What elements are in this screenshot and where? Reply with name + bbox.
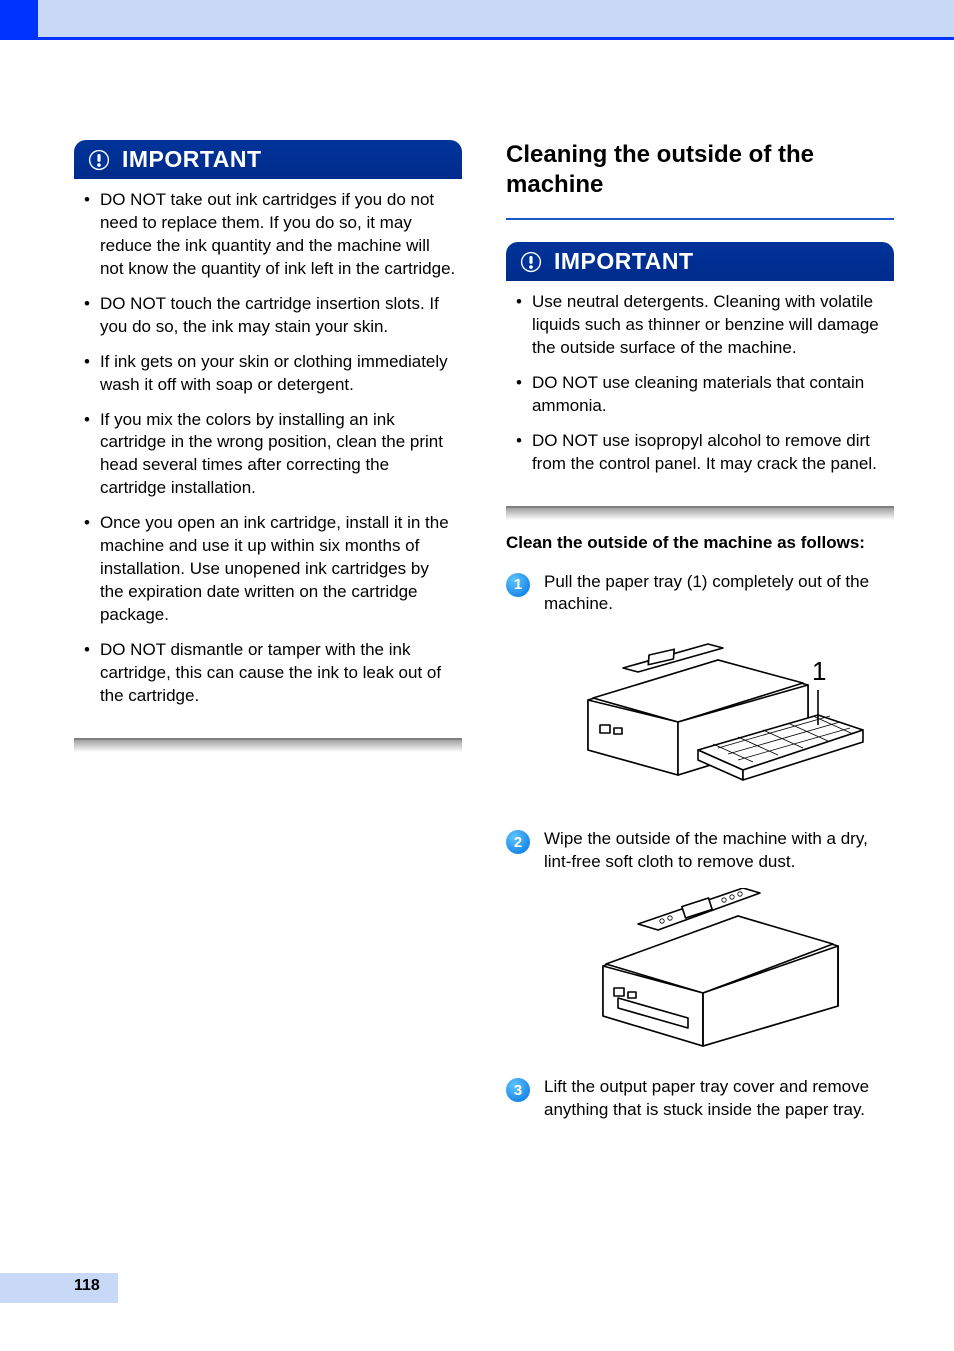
step-text: Pull the paper tray (1) completely out o… <box>544 571 894 617</box>
page-number: 118 <box>74 1277 100 1295</box>
bullet-icon: • <box>80 639 90 708</box>
bullet-icon: • <box>80 189 90 281</box>
bullet-text: Use neutral detergents. Cleaning with vo… <box>532 291 888 360</box>
step-item: 3 Lift the output paper tray cover and r… <box>506 1076 894 1122</box>
step-number-badge: 3 <box>506 1078 530 1102</box>
bullet-icon: • <box>512 291 522 360</box>
list-item: •If you mix the colors by installing an … <box>80 409 456 501</box>
step-number-badge: 1 <box>506 573 530 597</box>
step-text: Wipe the outside of the machine with a d… <box>544 828 894 874</box>
left-column: IMPORTANT •DO NOT take out ink cartridge… <box>74 140 462 1136</box>
section-divider <box>74 738 462 752</box>
title-underline <box>506 218 894 220</box>
step-text: Lift the output paper tray cover and rem… <box>544 1076 894 1122</box>
figure-callout-number: 1 <box>812 656 826 686</box>
header-tab-accent <box>0 0 38 40</box>
bullet-icon: • <box>512 430 522 476</box>
bullet-icon: • <box>80 512 90 627</box>
page-header <box>0 0 954 40</box>
important-icon <box>88 149 110 171</box>
page-content: IMPORTANT •DO NOT take out ink cartridge… <box>74 140 894 1136</box>
bullet-text: Once you open an ink cartridge, install … <box>100 512 456 627</box>
bullet-text: DO NOT use isopropyl alcohol to remove d… <box>532 430 888 476</box>
figure-printer-body <box>542 888 894 1048</box>
right-column: Cleaning the outside of the machine IMPO… <box>506 140 894 1136</box>
list-item: •Once you open an ink cartridge, install… <box>80 512 456 627</box>
step-number-badge: 2 <box>506 830 530 854</box>
bullet-icon: • <box>80 351 90 397</box>
bullet-text: DO NOT dismantle or tamper with the ink … <box>100 639 456 708</box>
bullet-text: If you mix the colors by installing an i… <box>100 409 456 501</box>
list-item: •DO NOT take out ink cartridges if you d… <box>80 189 456 281</box>
important-label-left: IMPORTANT <box>122 146 262 173</box>
important-bullets-right: •Use neutral detergents. Cleaning with v… <box>506 281 894 504</box>
list-item: •DO NOT dismantle or tamper with the ink… <box>80 639 456 708</box>
list-item: •If ink gets on your skin or clothing im… <box>80 351 456 397</box>
step-item: 2 Wipe the outside of the machine with a… <box>506 828 894 874</box>
important-label-right: IMPORTANT <box>554 248 694 275</box>
bullet-icon: • <box>80 293 90 339</box>
bullet-text: DO NOT take out ink cartridges if you do… <box>100 189 456 281</box>
section-divider <box>506 506 894 520</box>
important-bullets-left: •DO NOT take out ink cartridges if you d… <box>74 179 462 736</box>
list-item: •Use neutral detergents. Cleaning with v… <box>512 291 888 360</box>
figure-printer-tray-out: 1 <box>542 630 894 800</box>
bullet-text: DO NOT use cleaning materials that conta… <box>532 372 888 418</box>
step-item: 1 Pull the paper tray (1) completely out… <box>506 571 894 617</box>
important-icon <box>520 251 542 273</box>
bullet-text: If ink gets on your skin or clothing imm… <box>100 351 456 397</box>
list-item: •DO NOT use isopropyl alcohol to remove … <box>512 430 888 476</box>
list-item: •DO NOT use cleaning materials that cont… <box>512 372 888 418</box>
list-item: •DO NOT touch the cartridge insertion sl… <box>80 293 456 339</box>
steps-intro: Clean the outside of the machine as foll… <box>506 532 894 555</box>
important-box-header-left: IMPORTANT <box>74 140 462 179</box>
section-title: Cleaning the outside of the machine <box>506 140 894 200</box>
bullet-icon: • <box>80 409 90 501</box>
important-box-header-right: IMPORTANT <box>506 242 894 281</box>
bullet-icon: • <box>512 372 522 418</box>
bullet-text: DO NOT touch the cartridge insertion slo… <box>100 293 456 339</box>
page-number-background <box>0 1273 118 1303</box>
